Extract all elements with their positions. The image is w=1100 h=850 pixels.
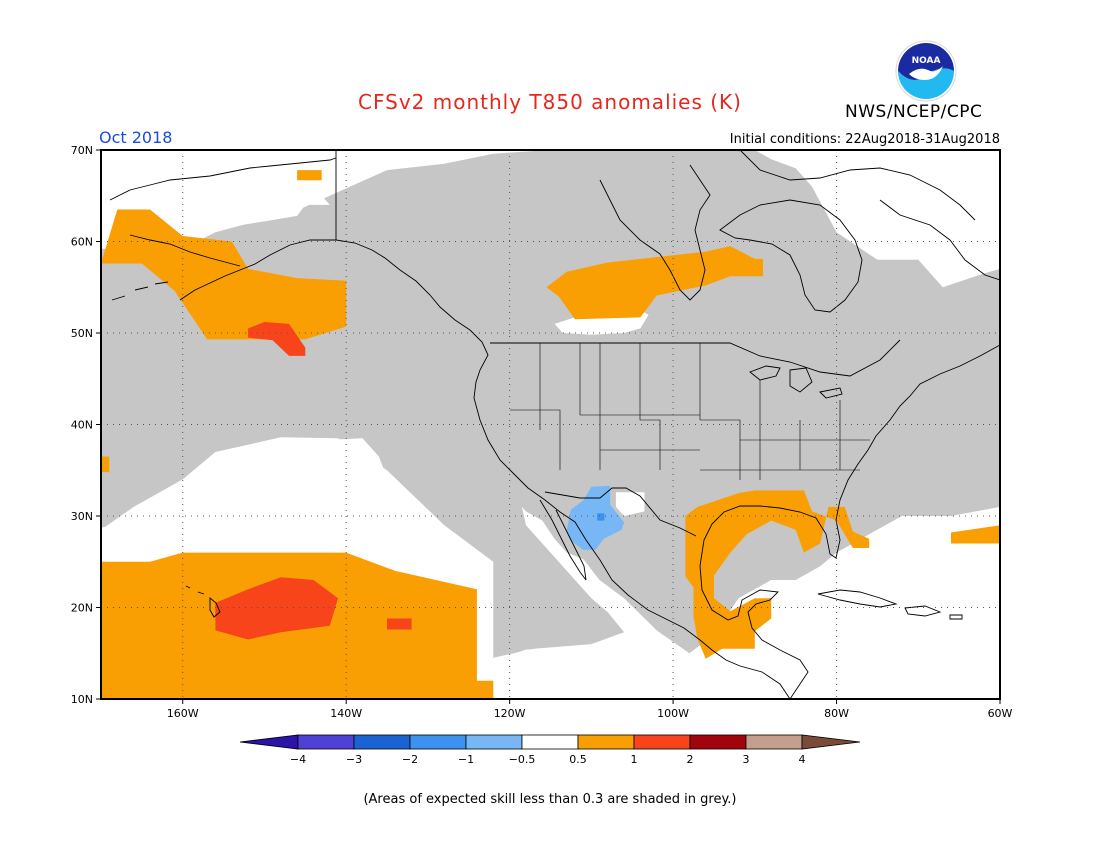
us-canada-border (490, 339, 901, 377)
lat-label-50N: 50N (71, 327, 93, 340)
lon-label-80W: 80W (824, 707, 849, 720)
near-normal-region-6 (836, 511, 1000, 699)
lon-label-100W: 100W (657, 707, 689, 720)
anomaly-region-pos_0_5_to_1-3 (101, 209, 347, 340)
agency-label: NWS/NCEP/CPC (845, 102, 983, 122)
colorbar-label-6: 1 (631, 753, 638, 766)
longitude-labels: 160W 140W 120W 100W 80W 60W (167, 699, 1013, 720)
anomaly-layer (101, 170, 1000, 699)
latitude-labels: 70N 60N 50N 40N 30N 20N 10N (71, 144, 101, 706)
anomaly-region-pos_0_5_to_1-9 (101, 456, 110, 473)
anomaly-region-pos_0_5_to_1-6 (546, 246, 763, 320)
colorbar-box-4 (521, 734, 579, 750)
noaa-logo-text: NOAA (912, 56, 941, 66)
noaa-logo-icon: NOAA (895, 40, 957, 102)
puerto-rico-coast (949, 614, 963, 620)
gulf-coast (699, 344, 1000, 699)
coastline-layer (109, 150, 1000, 699)
lat-label-10N: 10N (71, 693, 93, 706)
lat-label-70N: 70N (71, 144, 93, 157)
near-normal-region-0 (101, 438, 387, 560)
colorbar-box-6 (633, 734, 691, 750)
colorbar-box-0 (297, 734, 355, 750)
colorbar-label-0: −4 (290, 753, 306, 766)
forecast-month: Oct 2018 (99, 128, 173, 147)
colorbar-box-1 (353, 734, 411, 750)
anomaly-region-pos_0_5_to_1-7 (685, 490, 870, 659)
colorbar-label-1: −3 (346, 753, 362, 766)
anomaly-map: 70N 60N 50N 40N 30N 20N 10N 160W 140W 120W 100W 80… (71, 144, 1013, 720)
greenland-coast (719, 199, 863, 313)
lat-label-60N: 60N (71, 236, 93, 249)
alaska-coast (109, 157, 337, 301)
colorbar: −4 −3 −2 −1 −0.5 0.5 1 2 3 4 (239, 734, 861, 766)
colorbar-box-8 (745, 734, 803, 750)
colorbar-label-4: −0.5 (509, 753, 536, 766)
aleutian-islands (111, 281, 169, 301)
colorbar-label-5: 0.5 (569, 753, 587, 766)
anomaly-region-neg_0_5_to_1-10 (566, 485, 625, 550)
near-normal-region-5 (493, 636, 804, 699)
colorbar-arrow-high (801, 734, 861, 750)
colorbar-box-3 (465, 734, 523, 750)
near-normal-region-3 (615, 492, 645, 516)
colorbar-arrow-low (239, 734, 299, 750)
hudson-bay-coast (599, 164, 711, 301)
lon-label-160W: 160W (167, 707, 199, 720)
colorbar-box-5 (577, 734, 635, 750)
low-skill-region-0 (101, 150, 1000, 658)
colorbar-label-2: −2 (402, 753, 418, 766)
us-mexico-border (544, 487, 697, 537)
footnote: (Areas of expected skill less than 0.3 a… (363, 792, 737, 807)
cuba-coast (817, 589, 898, 608)
lat-label-40N: 40N (71, 419, 93, 432)
north-america-coast (335, 150, 791, 699)
map-title: CFSv2 monthly T850 anomalies (K) (358, 90, 742, 114)
lon-label-120W: 120W (494, 707, 526, 720)
anomaly-region-pos_1_to_2-2 (387, 618, 412, 630)
colorbar-boxes (239, 734, 861, 750)
arctic-islands (739, 150, 1000, 281)
lon-label-60W: 60W (988, 707, 1013, 720)
colorbar-label-3: −1 (458, 753, 474, 766)
lon-label-140W: 140W (330, 707, 362, 720)
colorbar-label-7: 2 (687, 753, 694, 766)
hispaniola-coast (904, 605, 942, 617)
near-normal-layer (101, 150, 1000, 699)
lat-label-30N: 30N (71, 510, 93, 523)
low-skill-layer (101, 150, 1000, 658)
near-normal-region-1 (101, 163, 330, 233)
near-normal-region-2 (836, 150, 1000, 283)
initial-conditions: Initial conditions: 22Aug2018-31Aug2018 (729, 132, 1000, 147)
anomaly-region-pos_1_to_2-4 (248, 322, 306, 356)
colorbar-labels: −4 −3 −2 −1 −0.5 0.5 1 2 3 4 (290, 753, 806, 766)
anomaly-region-pos_0_5_to_1-8 (951, 525, 1000, 544)
colorbar-label-8: 3 (743, 753, 750, 766)
anomaly-region-pos_1_to_2-1 (215, 577, 338, 640)
lat-label-20N: 20N (71, 602, 93, 615)
colorbar-label-9: 4 (799, 753, 806, 766)
anomaly-region-pos_0_5_to_1-5 (297, 170, 322, 181)
colorbar-box-7 (689, 734, 747, 750)
colorbar-box-2 (409, 734, 467, 750)
anomaly-region-neg_1_to_2-11 (597, 513, 605, 521)
state-lines (510, 343, 870, 480)
baja-coast (539, 499, 587, 581)
great-lakes (749, 365, 843, 399)
